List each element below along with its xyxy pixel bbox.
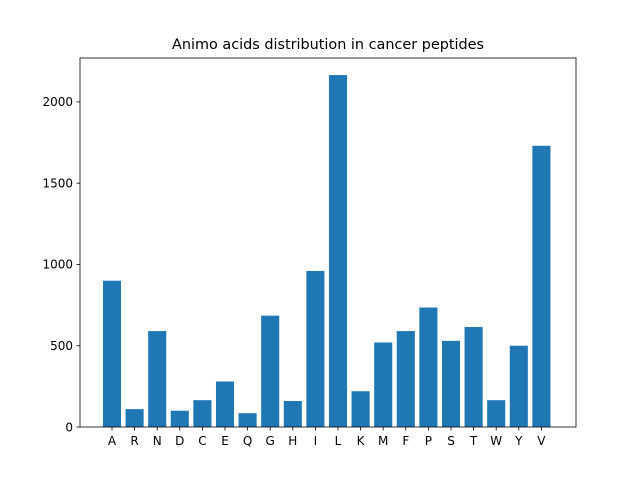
bar-Q bbox=[238, 413, 257, 427]
bar-D bbox=[170, 410, 189, 427]
x-tick-label-F: F bbox=[402, 434, 409, 448]
chart-title: Animo acids distribution in cancer pepti… bbox=[172, 37, 484, 53]
bar-N bbox=[148, 331, 167, 427]
bar-W bbox=[487, 400, 506, 427]
y-tick-label-1000: 1000 bbox=[42, 258, 73, 272]
y-tick-label-0: 0 bbox=[65, 420, 73, 434]
bar-C bbox=[193, 400, 212, 427]
x-tick-label-I: I bbox=[314, 434, 318, 448]
bar-S bbox=[441, 340, 461, 427]
x-tick-label-N: N bbox=[153, 434, 162, 448]
x-tick-label-H: H bbox=[288, 434, 297, 448]
x-tick-label-T: T bbox=[469, 434, 478, 448]
bar-E bbox=[215, 381, 235, 427]
bar-Y bbox=[509, 345, 528, 427]
bars-layer bbox=[102, 75, 551, 428]
x-tick-label-A: A bbox=[108, 434, 117, 448]
bar-H bbox=[283, 400, 302, 427]
x-tick-label-V: V bbox=[537, 434, 546, 448]
x-tick-label-G: G bbox=[266, 434, 275, 448]
y-tick-label-2000: 2000 bbox=[42, 95, 73, 109]
x-tick-label-Y: Y bbox=[514, 434, 523, 448]
x-tick-label-L: L bbox=[335, 434, 342, 448]
y-tick-label-1500: 1500 bbox=[42, 176, 73, 190]
x-tick-label-E: E bbox=[221, 434, 229, 448]
bar-M bbox=[374, 342, 393, 427]
bar-A bbox=[102, 280, 122, 427]
x-tick-label-S: S bbox=[447, 434, 455, 448]
y-tick-label-500: 500 bbox=[50, 339, 73, 353]
bar-P bbox=[419, 307, 438, 427]
x-tick-label-W: W bbox=[490, 434, 502, 448]
bar-R bbox=[125, 409, 144, 427]
bar-G bbox=[261, 315, 280, 427]
x-tick-label-M: M bbox=[378, 434, 388, 448]
bar-K bbox=[351, 391, 370, 427]
x-tick-label-K: K bbox=[357, 434, 366, 448]
bar-I bbox=[306, 270, 325, 427]
x-tick-label-R: R bbox=[130, 434, 138, 448]
bar-L bbox=[328, 75, 348, 427]
x-tick-label-Q: Q bbox=[243, 434, 252, 448]
x-tick-label-D: D bbox=[175, 434, 184, 448]
bar-V bbox=[532, 145, 551, 428]
x-tick-label-P: P bbox=[425, 434, 432, 448]
bar-T bbox=[464, 327, 483, 427]
bar-F bbox=[396, 331, 415, 427]
y-axis: 0 500 1000 1500 2000 bbox=[42, 95, 80, 434]
x-tick-label-C: C bbox=[198, 434, 206, 448]
plot-frame bbox=[79, 57, 577, 428]
